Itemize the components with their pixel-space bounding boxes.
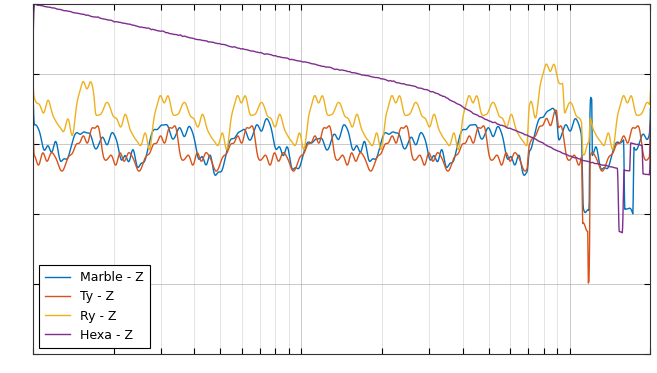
Line: Ry - Z: Ry - Z [33,64,650,155]
Line: Hexa - Z: Hexa - Z [33,4,650,233]
Ty - Z [29,89,37,93]
Hexa - Z [629,141,637,146]
Ry - Z [646,90,654,94]
Hexa - Z [31,1,39,6]
Ry - Z [543,62,551,66]
Ry - Z [629,100,637,104]
Hexa - Z [60,9,68,13]
Ty - Z [629,125,637,130]
Marble - Z [60,157,68,161]
Ry - Z [515,133,523,138]
Ry - Z [29,78,37,83]
Hexa - Z [646,122,654,127]
Ty - Z [646,119,654,123]
Hexa - Z [330,66,338,71]
Marble - Z [313,137,321,141]
Ry - Z [579,153,587,157]
Ry - Z [329,111,337,115]
Hexa - Z [618,231,626,235]
Ty - Z [515,156,523,160]
Ty - Z [313,137,321,141]
Marble - Z [629,211,637,216]
Hexa - Z [29,53,37,57]
Line: Marble - Z: Marble - Z [33,82,650,214]
Ty - Z [584,281,592,285]
Ty - Z [60,165,68,170]
Hexa - Z [629,141,637,146]
Ty - Z [629,126,637,130]
Ry - Z [313,97,321,102]
Hexa - Z [516,130,524,134]
Marble - Z [515,153,523,158]
Marble - Z [29,79,37,84]
Ry - Z [629,98,637,103]
Legend: Marble - Z, Ty - Z, Ry - Z, Hexa - Z: Marble - Z, Ty - Z, Ry - Z, Hexa - Z [39,265,150,348]
Marble - Z [646,106,654,111]
Line: Ty - Z: Ty - Z [33,91,650,283]
Marble - Z [329,133,337,138]
Ty - Z [329,143,337,148]
Marble - Z [629,211,637,215]
Hexa - Z [313,63,321,67]
Marble - Z [628,210,636,214]
Ry - Z [60,128,68,132]
